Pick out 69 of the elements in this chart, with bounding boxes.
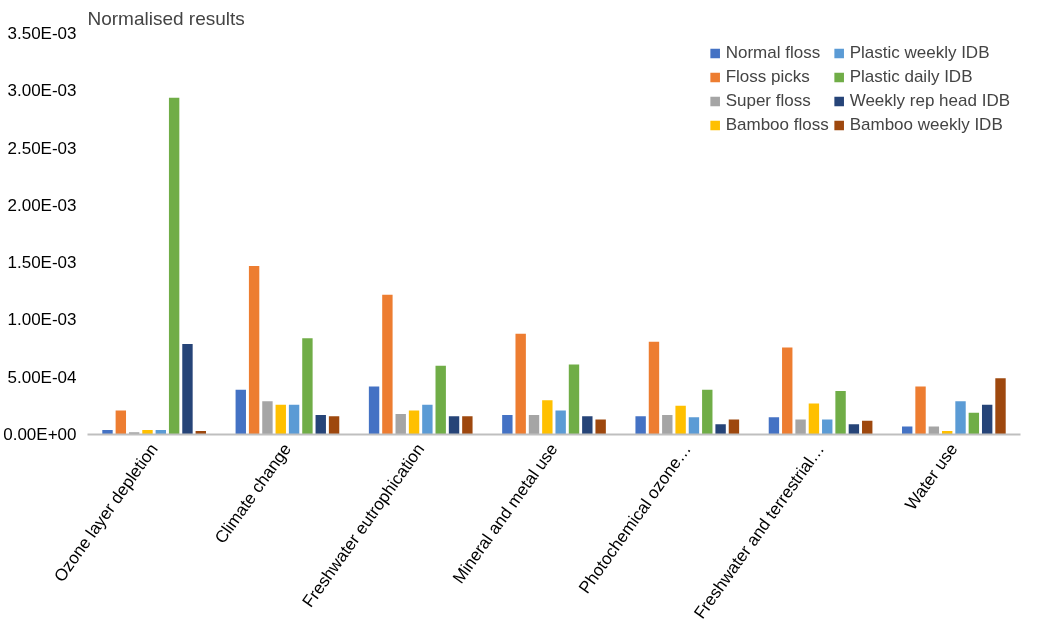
bar — [648, 341, 660, 435]
bar — [582, 416, 593, 435]
bar — [848, 424, 860, 435]
bar — [928, 426, 940, 435]
bar — [662, 415, 673, 435]
legend-label: Bamboo weekly IDB — [849, 115, 1003, 135]
bar — [168, 97, 180, 435]
bar — [102, 429, 113, 435]
bar — [542, 400, 553, 435]
y-tick-label: 5.00E-04 — [7, 367, 77, 387]
bar — [182, 343, 193, 435]
bar — [955, 401, 966, 435]
legend-label: Plastic daily IDB — [849, 67, 973, 87]
bar — [115, 410, 127, 435]
bar — [248, 266, 260, 435]
bar — [862, 420, 873, 435]
legend-label: Floss picks — [725, 67, 810, 87]
bar — [635, 416, 646, 435]
bar — [142, 429, 153, 435]
bar — [515, 333, 526, 435]
y-tick-label: 3.00E-03 — [7, 81, 77, 101]
bar — [795, 419, 806, 435]
bar — [408, 410, 420, 435]
legend-label: Plastic weekly IDB — [849, 43, 990, 63]
bar — [568, 364, 580, 435]
legend-label: Weekly rep head IDB — [849, 91, 1010, 111]
bar — [435, 365, 446, 435]
legend-label: Super floss — [725, 91, 811, 111]
bar — [422, 404, 433, 435]
bar — [702, 389, 713, 435]
bar — [768, 417, 780, 435]
y-tick-label: 1.50E-03 — [7, 253, 77, 273]
y-tick-label: 3.50E-03 — [7, 24, 77, 43]
y-tick-label: 0.00E+00 — [3, 425, 77, 444]
bar — [315, 415, 326, 435]
bar — [715, 424, 726, 435]
bar — [448, 416, 460, 435]
bar — [288, 404, 300, 435]
bar — [555, 410, 566, 435]
y-axis-title: Normalised results — [87, 7, 245, 29]
bar — [728, 419, 740, 435]
bar — [688, 417, 700, 435]
bar — [528, 415, 540, 435]
bar — [835, 390, 846, 435]
bar — [462, 416, 473, 435]
y-tick-label: 2.00E-03 — [7, 195, 77, 215]
bar — [328, 416, 340, 435]
bar — [302, 338, 313, 435]
bar — [782, 347, 793, 435]
bar — [262, 401, 273, 435]
bar — [995, 378, 1006, 435]
bar — [235, 389, 246, 435]
bar — [275, 404, 286, 435]
bar — [395, 413, 406, 435]
bar — [902, 426, 913, 435]
bar — [808, 403, 820, 435]
legend-label: Normal floss — [725, 43, 821, 63]
y-tick-label: 2.50E-03 — [7, 138, 77, 158]
bar — [368, 386, 380, 435]
bar — [502, 415, 513, 435]
bar — [382, 294, 393, 435]
bar — [595, 419, 606, 435]
y-tick-label: 1.00E-03 — [7, 310, 77, 330]
bar — [675, 405, 686, 435]
bar — [968, 412, 980, 435]
legend-label: Bamboo floss — [725, 115, 829, 135]
bar — [981, 404, 993, 435]
bar — [822, 419, 833, 435]
bar — [915, 386, 926, 435]
